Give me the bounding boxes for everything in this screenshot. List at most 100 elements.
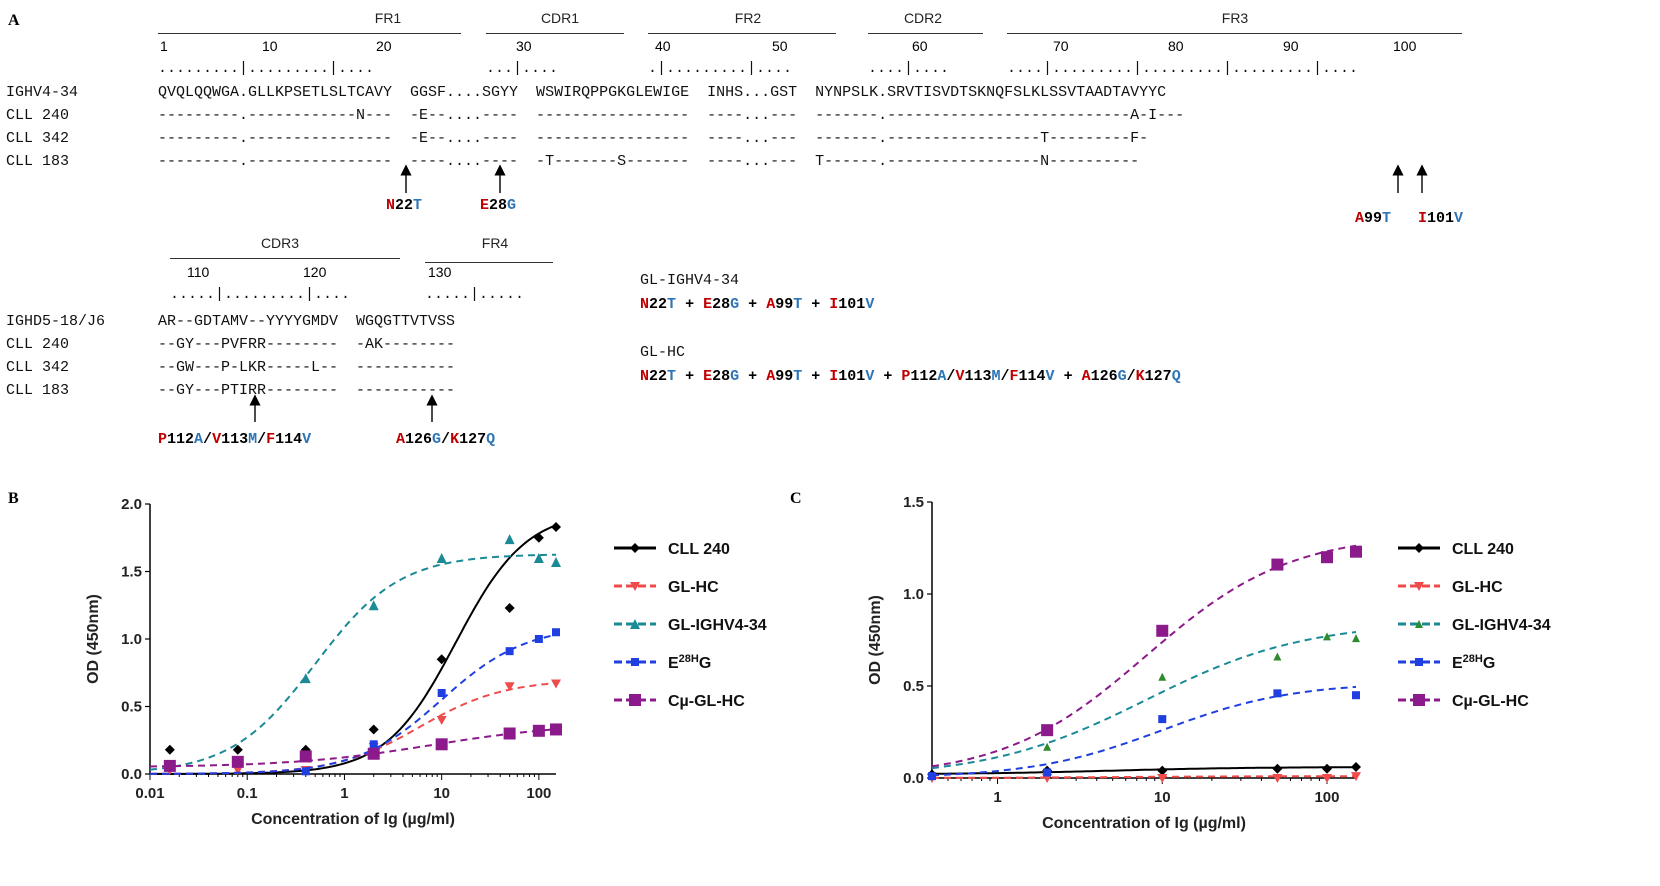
region-cdr2-line <box>868 33 983 34</box>
ruler-fr4: .....|..... <box>425 286 525 303</box>
data-point <box>1041 724 1054 737</box>
series-3 <box>149 628 560 776</box>
data-point <box>1157 774 1168 783</box>
seq-row: ---------.------------N--- -E--....---- … <box>158 107 1185 124</box>
mutation-fr4: A126G/K127Q <box>396 431 496 448</box>
legend-marker <box>630 543 640 553</box>
x-tick-label: 0.01 <box>135 785 164 802</box>
legend-label: GL-IGHV4-34 <box>668 617 767 634</box>
y-tick-label: 1.5 <box>121 564 142 581</box>
seq-row-name: CLL 183 <box>6 382 70 399</box>
data-point <box>1158 672 1167 681</box>
region-fr3: FR3 <box>1221 10 1249 26</box>
series-0 <box>150 521 561 775</box>
region-fr1-line <box>158 33 461 34</box>
data-point <box>163 759 176 772</box>
data-point <box>1352 691 1360 700</box>
legend-marker <box>630 619 640 629</box>
series-2 <box>931 631 1360 770</box>
mutation-e28g: E28G <box>480 197 517 214</box>
fit-curve <box>932 775 1356 779</box>
data-point <box>436 716 447 725</box>
y-tick-label: 0.5 <box>903 678 924 695</box>
data-point <box>436 654 447 665</box>
y-tick-label: 0.0 <box>903 770 924 787</box>
region-fr2-line <box>648 33 836 34</box>
tick-50: 50 <box>772 38 788 54</box>
panel-c-label: C <box>790 490 802 507</box>
series-3 <box>928 685 1360 781</box>
fit-curve <box>931 685 1357 777</box>
data-point <box>551 557 561 568</box>
seq-row: QVQLQQWGA.GLLKPSETLSLTCAVY GGSF....SGYY … <box>158 84 1167 101</box>
y-tick-label: 0.5 <box>121 699 142 716</box>
tick-110: 110 <box>187 264 210 280</box>
legend-marker <box>631 658 639 666</box>
data-point <box>1158 715 1167 724</box>
fit-curve <box>931 631 1357 770</box>
x-tick-label: 100 <box>1314 789 1339 806</box>
legend-label: E28HG <box>668 653 711 672</box>
legend-label: CLL 240 <box>668 541 730 558</box>
x-tick-label: 1 <box>993 789 1001 806</box>
x-tick-label: 10 <box>1154 789 1171 806</box>
x-tick-label: 10 <box>433 785 450 802</box>
data-point <box>232 744 243 755</box>
seq-row-name: CLL 183 <box>6 153 70 170</box>
x-tick-label: 1 <box>340 785 348 802</box>
data-point <box>1043 742 1052 751</box>
ruler-cdr3: .....|.........|.... <box>170 286 351 303</box>
data-point <box>368 724 379 735</box>
data-point <box>550 723 562 736</box>
fit-curve <box>150 524 557 775</box>
region-cdr3-line <box>170 258 400 259</box>
tick-30: 30 <box>516 38 532 54</box>
seq-row-name: IGHV4-34 <box>6 84 79 101</box>
tick-60: 60 <box>912 38 928 54</box>
ruler-fr3: ....|.........|.........|.........|.... <box>1007 60 1359 77</box>
legend-marker <box>1413 694 1425 706</box>
panel-b-label: B <box>8 490 19 507</box>
x-axis-label: Concentration of Ig (µg/ml) <box>251 811 455 828</box>
data-point <box>232 765 243 775</box>
data-point <box>1321 774 1332 783</box>
region-fr3-line <box>1007 33 1462 34</box>
seq-row: ---------.---------------- -E--....---- … <box>158 130 1149 147</box>
legend-label: CLL 240 <box>1452 541 1514 558</box>
region-fr2: FR2 <box>734 10 762 26</box>
legend-marker <box>1415 658 1423 666</box>
y-tick-label: 2.0 <box>121 496 142 513</box>
data-point <box>1321 763 1332 774</box>
tick-1: 1 <box>160 38 168 54</box>
seq-row: ---------.---------------- ----....---- … <box>158 153 1140 170</box>
data-point <box>551 521 561 532</box>
data-point <box>504 602 515 613</box>
chart-b: 0.0 0.5 1.0 1.5 2.0 0.01 0.1 1 10 100 Concentratio… <box>85 496 767 828</box>
seq-row-name: CLL 342 <box>6 359 70 376</box>
mutation-arrows-top <box>400 164 1428 193</box>
data-point <box>1156 624 1169 637</box>
mutation-n22t: N22T <box>386 197 423 214</box>
region-cdr1: CDR1 <box>540 10 580 26</box>
ruler-fr2: .|.........|.... <box>648 60 793 77</box>
data-point <box>532 724 545 737</box>
construct-title: GL-HC <box>640 344 686 361</box>
y-tick-label: 0.0 <box>121 766 142 783</box>
tick-90: 90 <box>1283 38 1299 54</box>
tick-130: 130 <box>428 264 452 280</box>
fit-curve <box>149 728 557 768</box>
region-fr1: FR1 <box>374 10 402 26</box>
data-point <box>1351 761 1361 772</box>
series-4 <box>149 723 562 772</box>
x-axis-label: Concentration of Ig (µg/ml) <box>1042 815 1246 832</box>
tick-10: 10 <box>262 38 278 54</box>
data-point <box>504 534 515 545</box>
tick-40: 40 <box>655 38 671 54</box>
tick-100: 100 <box>1393 38 1417 54</box>
legend-label: GL-HC <box>668 579 719 596</box>
data-point <box>1272 763 1283 774</box>
data-point <box>503 727 516 740</box>
tick-20: 20 <box>376 38 392 54</box>
data-point <box>1272 774 1283 783</box>
y-axis-label: OD (450nm) <box>85 594 102 684</box>
